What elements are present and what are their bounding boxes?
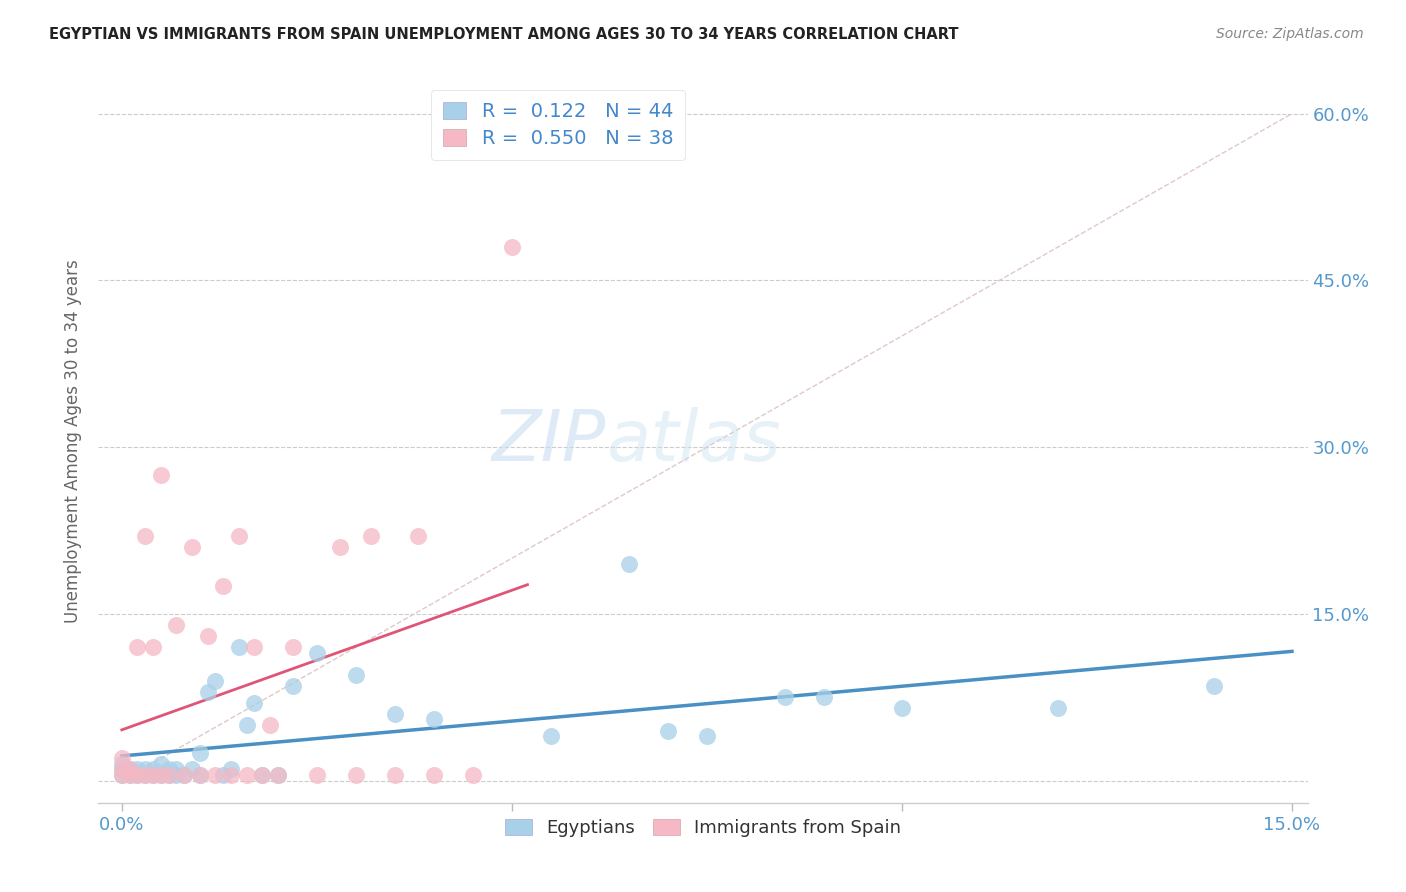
- Point: [235, 718, 257, 732]
- Point: [111, 768, 134, 782]
- Point: [134, 529, 156, 543]
- Point: [212, 768, 235, 782]
- Point: [149, 768, 172, 782]
- Point: [127, 763, 149, 777]
- Point: [157, 768, 180, 782]
- Point: [111, 763, 134, 777]
- Point: [111, 763, 134, 777]
- Point: [181, 763, 204, 777]
- Point: [696, 729, 718, 743]
- Point: [813, 690, 835, 705]
- Text: Source: ZipAtlas.com: Source: ZipAtlas.com: [1216, 27, 1364, 41]
- Point: [219, 763, 242, 777]
- Point: [617, 557, 640, 571]
- Point: [149, 768, 172, 782]
- Point: [142, 763, 165, 777]
- Point: [197, 684, 219, 698]
- Point: [283, 640, 305, 655]
- Point: [305, 768, 328, 782]
- Point: [423, 768, 446, 782]
- Point: [657, 723, 679, 738]
- Point: [243, 696, 266, 710]
- Point: [1202, 679, 1225, 693]
- Point: [305, 646, 328, 660]
- Point: [173, 768, 195, 782]
- Point: [118, 768, 141, 782]
- Point: [127, 768, 149, 782]
- Point: [188, 768, 211, 782]
- Point: [181, 540, 204, 554]
- Point: [259, 718, 281, 732]
- Point: [188, 746, 211, 760]
- Point: [252, 768, 274, 782]
- Point: [149, 467, 172, 482]
- Point: [540, 729, 562, 743]
- Point: [228, 529, 250, 543]
- Point: [329, 540, 352, 554]
- Point: [267, 768, 290, 782]
- Point: [118, 763, 141, 777]
- Point: [118, 763, 141, 777]
- Point: [384, 706, 406, 721]
- Point: [344, 668, 367, 682]
- Point: [204, 768, 226, 782]
- Point: [134, 768, 156, 782]
- Point: [134, 763, 156, 777]
- Point: [204, 673, 226, 688]
- Point: [142, 768, 165, 782]
- Point: [188, 768, 211, 782]
- Point: [283, 679, 305, 693]
- Point: [344, 768, 367, 782]
- Point: [127, 768, 149, 782]
- Point: [406, 529, 429, 543]
- Point: [165, 618, 187, 632]
- Point: [134, 768, 156, 782]
- Text: ZIP: ZIP: [492, 407, 606, 476]
- Point: [267, 768, 290, 782]
- Point: [111, 768, 134, 782]
- Point: [111, 751, 134, 765]
- Point: [423, 713, 446, 727]
- Point: [118, 768, 141, 782]
- Point: [890, 701, 912, 715]
- Y-axis label: Unemployment Among Ages 30 to 34 years: Unemployment Among Ages 30 to 34 years: [65, 260, 83, 624]
- Point: [197, 629, 219, 643]
- Point: [142, 768, 165, 782]
- Point: [157, 763, 180, 777]
- Point: [1046, 701, 1069, 715]
- Point: [461, 768, 484, 782]
- Point: [360, 529, 382, 543]
- Point: [228, 640, 250, 655]
- Legend: Egyptians, Immigrants from Spain: Egyptians, Immigrants from Spain: [498, 812, 908, 845]
- Point: [384, 768, 406, 782]
- Point: [149, 756, 172, 771]
- Point: [173, 768, 195, 782]
- Point: [157, 768, 180, 782]
- Point: [111, 756, 134, 771]
- Point: [127, 640, 149, 655]
- Text: atlas: atlas: [606, 407, 780, 476]
- Point: [165, 768, 187, 782]
- Text: EGYPTIAN VS IMMIGRANTS FROM SPAIN UNEMPLOYMENT AMONG AGES 30 TO 34 YEARS CORRELA: EGYPTIAN VS IMMIGRANTS FROM SPAIN UNEMPL…: [49, 27, 959, 42]
- Point: [773, 690, 796, 705]
- Point: [219, 768, 242, 782]
- Point: [243, 640, 266, 655]
- Point: [235, 768, 257, 782]
- Point: [165, 763, 187, 777]
- Point: [212, 579, 235, 593]
- Point: [501, 240, 523, 254]
- Point: [142, 640, 165, 655]
- Point: [252, 768, 274, 782]
